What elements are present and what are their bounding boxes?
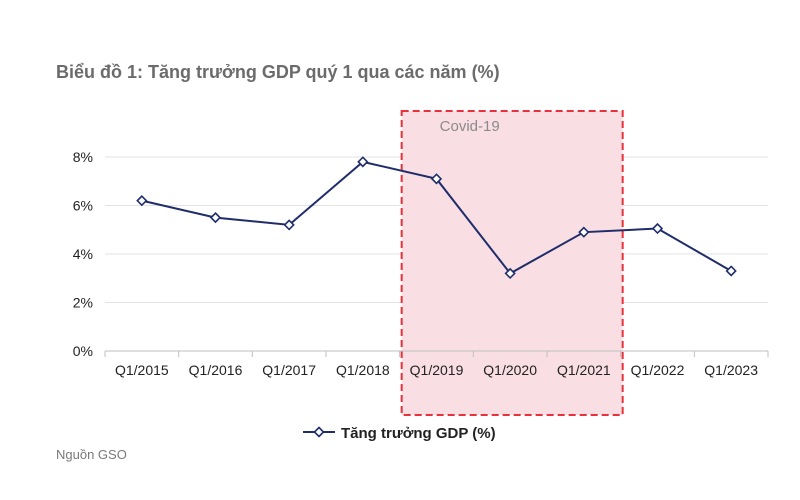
data-point [136, 195, 148, 207]
x-tick-label: Q1/2019 [410, 362, 464, 378]
y-tick-label: 6% [73, 198, 93, 214]
y-tick-label: 0% [73, 343, 93, 359]
data-point [504, 267, 516, 280]
y-axis-ticks: 0% 2% 4% 6% 8% [73, 149, 93, 359]
x-tick-label: Q1/2020 [483, 362, 537, 378]
y-tick-label: 2% [73, 295, 93, 311]
y-tick-label: 8% [73, 149, 93, 165]
x-tick-label: Q1/2017 [262, 362, 316, 378]
source-note: Nguồn GSO [56, 447, 127, 462]
data-point [430, 173, 443, 185]
x-tick-label: Q1/2015 [115, 362, 169, 378]
covid-label: Covid-19 [440, 118, 500, 135]
x-tick-label: Q1/2022 [631, 362, 685, 378]
data-point [725, 265, 737, 277]
covid-box [400, 110, 624, 416]
series-gdp-growth [136, 156, 737, 280]
data-point [283, 219, 295, 231]
legend-label: Tăng trưởng GDP (%) [341, 425, 496, 442]
covid-highlight-region: Covid-19 [400, 110, 624, 416]
chart-title: Biểu đồ 1: Tăng trưởng GDP quý 1 qua các… [56, 62, 500, 82]
x-tick-label: Q1/2018 [336, 362, 390, 378]
data-point [578, 226, 590, 238]
data-point [357, 156, 369, 168]
legend: Tăng trưởng GDP (%) [303, 425, 496, 442]
legend-marker [313, 426, 325, 438]
data-point [651, 222, 664, 235]
x-tick-label: Q1/2021 [557, 362, 611, 378]
x-axis: Q1/2015 Q1/2016 Q1/2017 Q1/2018 Q1/2019 Q1/20… [104, 350, 769, 378]
x-tick-label: Q1/2023 [704, 362, 758, 378]
y-tick-label: 4% [73, 246, 93, 262]
data-point [209, 211, 222, 224]
x-tick-label: Q1/2016 [189, 362, 243, 378]
